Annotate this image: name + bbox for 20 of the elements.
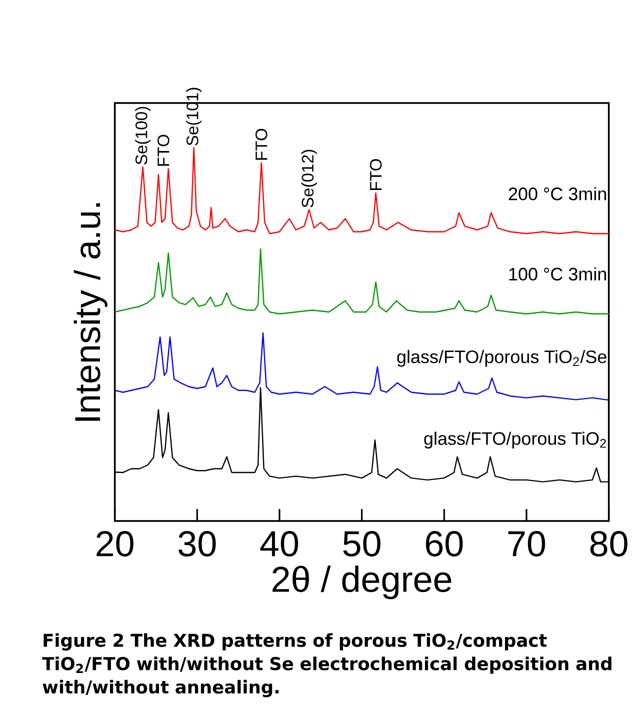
x-tick-label: 70 [508, 531, 546, 557]
x-tick-label: 20 [96, 531, 134, 557]
x-tick-label: 80 [590, 531, 628, 557]
annotation: Se(012) [301, 150, 317, 208]
x-tick-label: 40 [260, 531, 298, 557]
series-label: glass/FTO/porous TiO$_{2}$/Se [397, 350, 607, 367]
text: Figure 2 The XRD patterns of porous TiO$_{2}$/compact TiO$_{2}$/FTO with/without Se electrochemical deposition and with/without annealing. [42, 633, 612, 698]
series-label: glass/FTO/porous TiO$_{2}$ [424, 432, 606, 448]
series-label: 100 °C 3min [509, 267, 606, 281]
x-tick-label: 30 [178, 531, 216, 557]
annotation: FTO [370, 159, 382, 190]
x-tick-label: 50 [343, 531, 381, 557]
y-axis-title: Intensity / a.u. [74, 203, 108, 421]
x-axis-title: 2θ / degree [272, 566, 452, 600]
annotation: FTO [256, 128, 268, 160]
x-tick-label: 60 [426, 531, 463, 557]
annotation: Se(101) [186, 88, 202, 146]
annotation: Se(100) [135, 106, 151, 164]
series-label: 200 °C 3min [508, 187, 606, 200]
annotation: FTO [158, 134, 170, 166]
